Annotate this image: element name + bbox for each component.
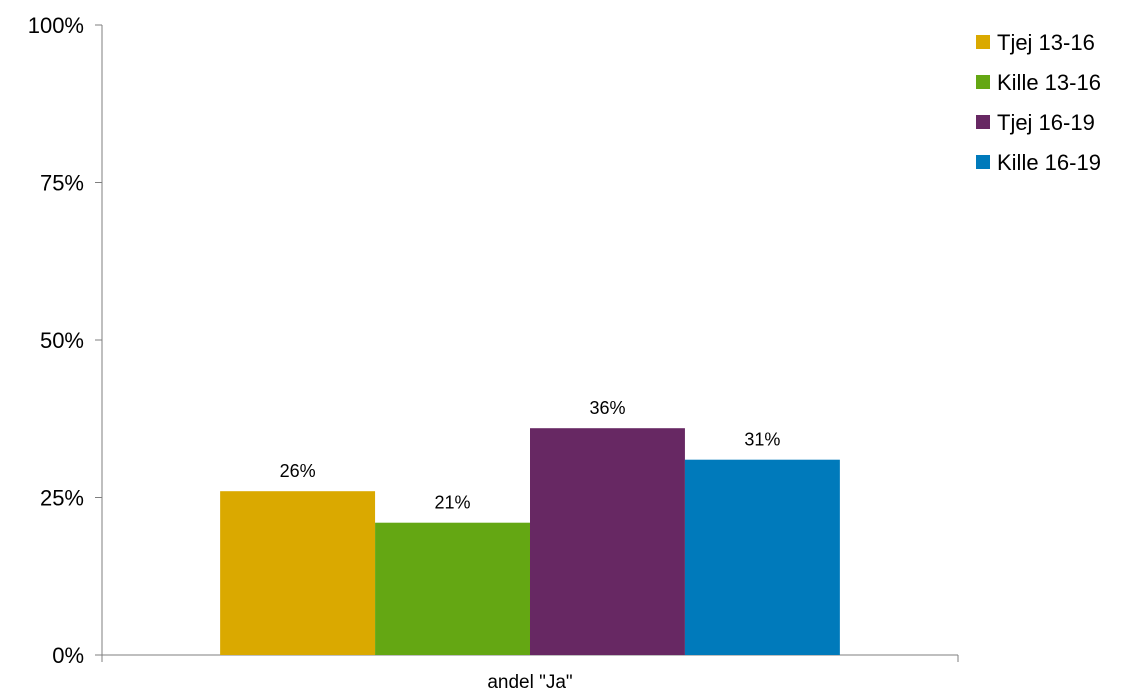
y-tick-label: 25% — [40, 486, 84, 511]
bar-data-label: 26% — [280, 461, 316, 481]
x-axis: andel "Ja" — [101, 654, 959, 693]
legend-swatch — [976, 115, 990, 129]
y-tick-label: 100% — [28, 13, 84, 38]
legend-swatch — [976, 35, 990, 49]
legend: Tjej 13-16 Kille 13-16 Tjej 16-19 Kille 16-… — [976, 30, 1101, 175]
bar-3 — [530, 428, 685, 655]
legend-label: Tjej 13-16 — [997, 30, 1095, 55]
bar-data-label: 36% — [589, 398, 625, 418]
legend-label: Kille 16-19 — [997, 150, 1101, 175]
y-axis: 0% 25% 50% 75% 100% — [28, 13, 103, 668]
y-tick-label: 75% — [40, 171, 84, 196]
bar-4 — [684, 459, 840, 655]
x-category-label: andel "Ja" — [487, 672, 572, 693]
bars: 26% 21% 36% 31% — [220, 398, 840, 655]
legend-swatch — [976, 75, 990, 89]
y-tick-label: 0% — [52, 643, 84, 668]
bar-2 — [375, 522, 530, 655]
bar-data-label: 21% — [435, 493, 471, 513]
legend-swatch — [976, 155, 990, 169]
legend-label: Tjej 16-19 — [997, 110, 1095, 135]
bar-data-label: 31% — [744, 430, 780, 450]
legend-label: Kille 13-16 — [997, 70, 1101, 95]
y-tick-label: 50% — [40, 328, 84, 353]
bar-1 — [220, 491, 376, 655]
